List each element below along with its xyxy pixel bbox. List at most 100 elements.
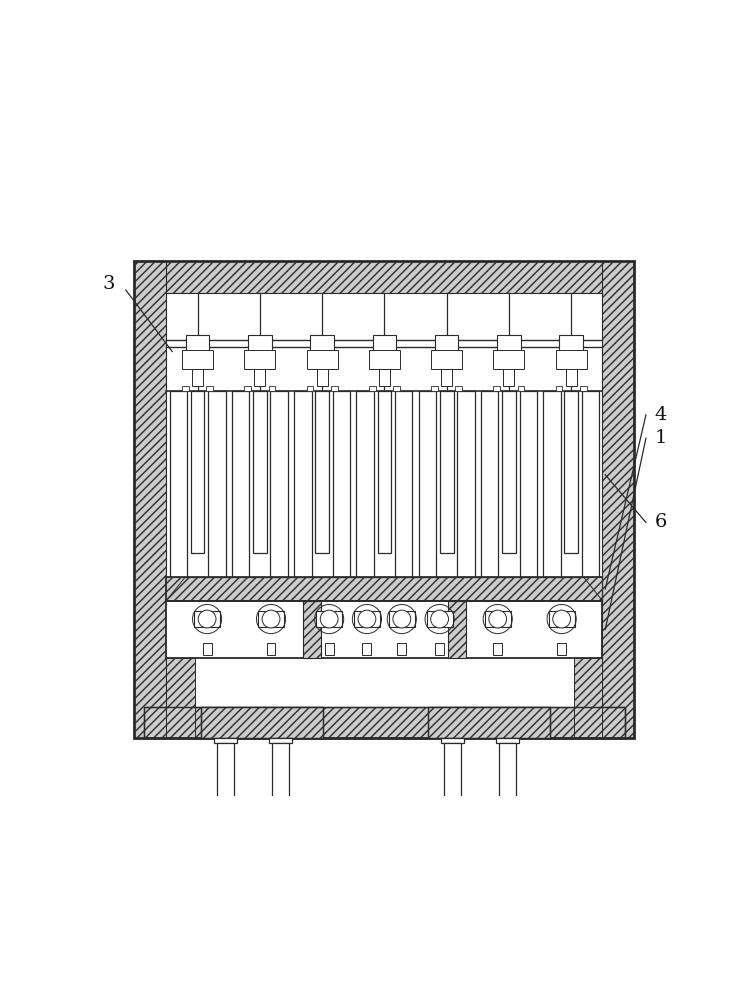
Bar (427, 611, 452, 627)
Circle shape (430, 610, 448, 628)
Bar (144, 707, 625, 738)
Bar (564, 391, 578, 553)
Circle shape (320, 610, 338, 628)
Bar (543, 391, 560, 577)
Bar (166, 658, 195, 738)
Bar (377, 391, 392, 553)
Polygon shape (584, 577, 602, 601)
Bar (520, 391, 537, 577)
Bar (494, 350, 524, 369)
Bar (484, 611, 511, 627)
Bar (388, 611, 415, 627)
Bar (303, 601, 320, 658)
Bar (268, 386, 275, 391)
Bar (481, 391, 498, 577)
Bar (244, 386, 251, 391)
Bar (333, 391, 350, 577)
Text: 4: 4 (654, 406, 667, 424)
Bar (303, 601, 320, 658)
Bar (186, 335, 209, 351)
Circle shape (262, 610, 280, 628)
Circle shape (489, 610, 506, 628)
Bar (497, 335, 520, 351)
Bar (316, 611, 342, 627)
Text: 1: 1 (654, 429, 667, 447)
Bar (254, 369, 266, 386)
Circle shape (393, 610, 411, 628)
Text: 6: 6 (654, 513, 667, 531)
Bar (428, 707, 550, 738)
Bar (518, 386, 524, 391)
Bar (331, 386, 338, 391)
Bar (294, 391, 311, 577)
Bar (271, 391, 288, 577)
Bar (266, 643, 275, 655)
Bar (435, 643, 444, 655)
Bar (458, 391, 475, 577)
Bar (556, 386, 562, 391)
Bar (206, 386, 213, 391)
Bar (419, 391, 436, 577)
Text: 3: 3 (102, 275, 115, 293)
Bar (244, 350, 275, 369)
Bar (566, 369, 577, 386)
Polygon shape (166, 577, 185, 601)
Bar (307, 350, 338, 369)
Bar (201, 707, 323, 738)
Bar (448, 601, 466, 658)
Bar (202, 643, 211, 655)
Bar (499, 743, 516, 865)
Bar (549, 611, 574, 627)
Bar (269, 738, 292, 743)
Bar (194, 611, 220, 627)
Bar (315, 391, 329, 553)
Bar (574, 658, 602, 738)
Bar (494, 643, 502, 655)
Bar (166, 601, 602, 658)
Bar (354, 611, 380, 627)
Bar (232, 391, 249, 577)
Bar (395, 391, 412, 577)
Bar (316, 369, 328, 386)
Bar (560, 335, 583, 351)
Bar (209, 391, 226, 577)
Circle shape (198, 610, 216, 628)
Bar (496, 738, 519, 743)
Bar (448, 601, 466, 658)
Bar (373, 335, 396, 351)
Bar (444, 743, 461, 865)
Bar (214, 738, 237, 743)
Circle shape (358, 610, 376, 628)
Bar (431, 350, 462, 369)
Bar (440, 391, 454, 553)
Bar (134, 261, 634, 738)
Bar (435, 335, 458, 351)
Bar (503, 369, 515, 386)
Bar (441, 369, 452, 386)
Bar (258, 611, 284, 627)
Bar (602, 261, 634, 738)
Bar (398, 643, 406, 655)
Bar (325, 643, 334, 655)
Bar (182, 386, 189, 391)
Bar (369, 386, 376, 391)
Bar (170, 391, 187, 577)
Bar (356, 391, 374, 577)
Bar (369, 350, 400, 369)
Bar (582, 391, 599, 577)
Bar (557, 643, 566, 655)
Bar (253, 391, 267, 553)
Bar (201, 707, 323, 738)
Bar (248, 335, 272, 351)
Bar (192, 369, 203, 386)
Bar (190, 391, 205, 553)
Bar (134, 261, 166, 738)
Bar (431, 386, 438, 391)
Bar (556, 350, 586, 369)
Bar (166, 577, 602, 601)
Bar (393, 386, 400, 391)
Bar (166, 293, 602, 738)
Bar (494, 386, 500, 391)
Bar (217, 743, 235, 865)
Bar (362, 643, 371, 655)
